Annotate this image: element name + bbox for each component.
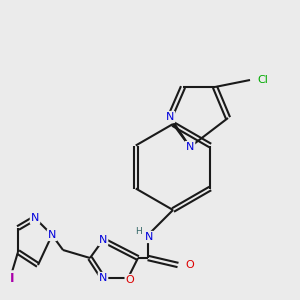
Text: I: I xyxy=(10,272,14,284)
Text: N: N xyxy=(48,230,56,240)
Text: N: N xyxy=(99,273,107,283)
Text: N: N xyxy=(31,213,39,223)
Text: Cl: Cl xyxy=(257,75,268,85)
Text: N: N xyxy=(145,232,153,242)
Text: O: O xyxy=(185,260,194,270)
Text: N: N xyxy=(186,142,194,152)
Text: O: O xyxy=(126,275,134,285)
Text: N: N xyxy=(99,235,107,245)
Text: H: H xyxy=(136,226,142,236)
Text: N: N xyxy=(166,112,174,122)
